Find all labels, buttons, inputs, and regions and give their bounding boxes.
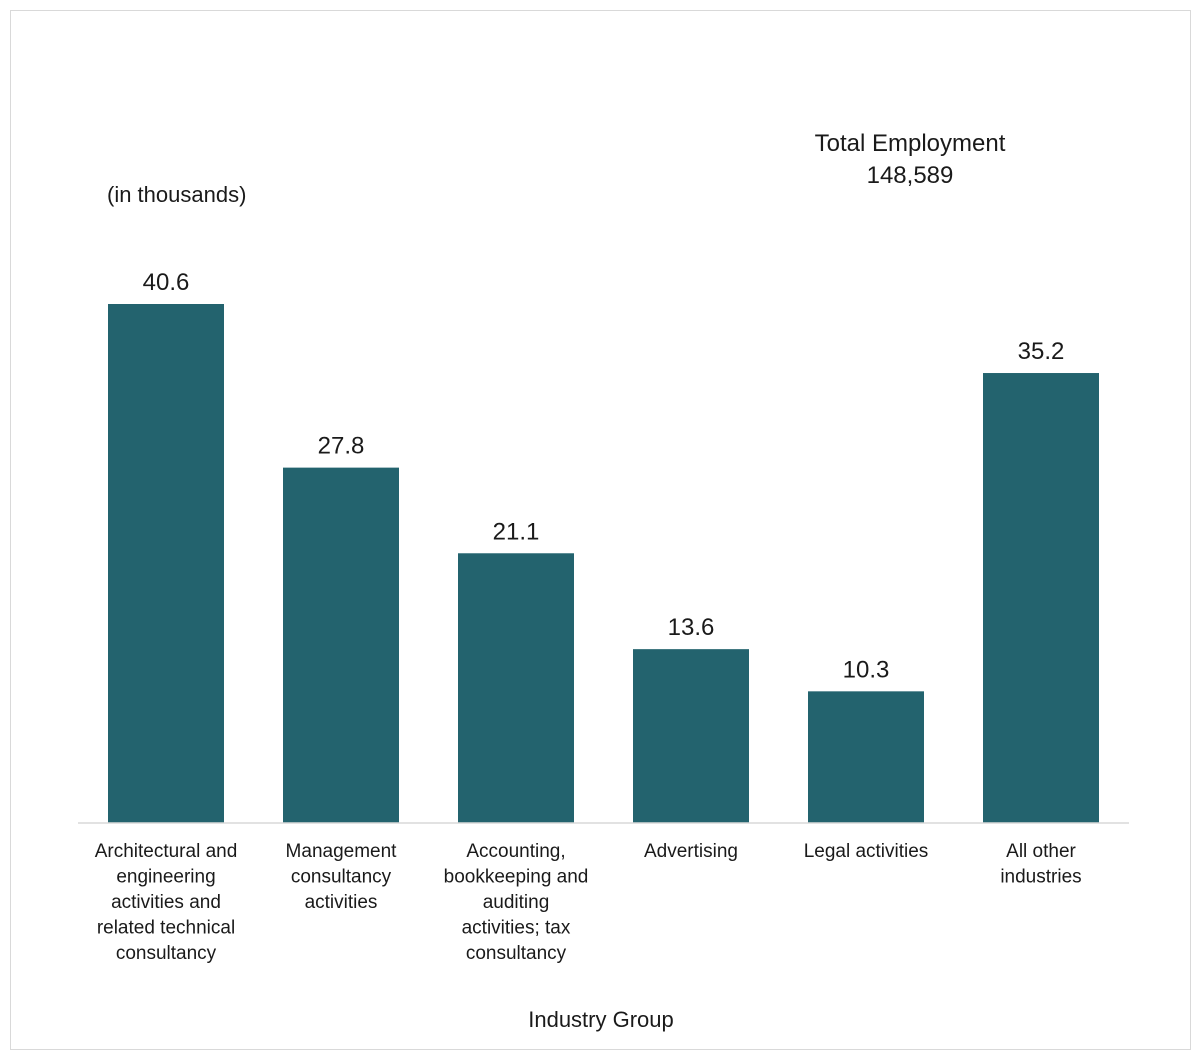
bar-2	[283, 467, 399, 823]
unit-label: (in thousands)	[107, 182, 246, 207]
bar-3	[458, 553, 574, 823]
category-label-2: Management consultancy activities	[286, 841, 398, 913]
bar-value-label-1: 40.6	[143, 269, 190, 296]
bar-1	[108, 304, 224, 823]
category-label-line: consultancy	[291, 867, 392, 888]
bar-value-label-4: 13.6	[668, 614, 715, 641]
category-label-line: Legal activities	[804, 841, 929, 862]
category-label-6: All other industries	[1000, 841, 1081, 888]
value-labels-layer: 40.6 27.8 21.1 13.6 10.3 35.2	[143, 269, 1065, 683]
bar-value-label-3: 21.1	[493, 518, 540, 545]
category-label-5: Legal activities	[804, 841, 929, 862]
category-label-1: Architectural and engineering activities a…	[95, 841, 238, 964]
bars-layer	[108, 304, 1099, 823]
total-employment-value: 148,589	[867, 162, 954, 189]
category-label-line: engineering	[116, 867, 215, 888]
bar-chart: 40.6 27.8 21.1 13.6 10.3 35.2 Architectural a…	[78, 130, 1129, 1032]
total-employment-label: Total Employment	[815, 130, 1006, 157]
category-label-line: activities and	[111, 892, 221, 913]
category-label-line: Advertising	[644, 841, 738, 862]
category-label-line: All other	[1006, 841, 1076, 862]
category-label-line: related technical	[97, 918, 235, 939]
bar-4	[633, 649, 749, 823]
bar-value-label-2: 27.8	[318, 433, 365, 460]
category-label-line: consultancy	[116, 943, 217, 964]
bar-value-label-6: 35.2	[1018, 338, 1065, 365]
bar-6	[983, 373, 1099, 823]
category-labels-layer: Architectural and engineering activities a…	[95, 841, 1082, 964]
category-label-line: bookkeeping and	[444, 867, 589, 888]
category-label-3: Accounting, bookkeeping and auditing activi…	[444, 841, 589, 964]
chart-frame: 40.6 27.8 21.1 13.6 10.3 35.2 Architectural a…	[10, 10, 1191, 1050]
bar-value-label-5: 10.3	[843, 656, 890, 683]
category-label-line: Architectural and	[95, 841, 238, 862]
category-label-line: Accounting,	[466, 841, 565, 862]
x-axis-title: Industry Group	[528, 1007, 674, 1032]
category-label-4: Advertising	[644, 841, 738, 862]
category-label-line: activities; tax	[462, 918, 571, 939]
category-label-line: activities	[305, 892, 378, 913]
category-label-line: consultancy	[466, 943, 567, 964]
category-label-line: auditing	[483, 892, 550, 913]
category-label-line: industries	[1000, 867, 1081, 888]
category-label-line: Management	[286, 841, 398, 862]
bar-5	[808, 691, 924, 823]
